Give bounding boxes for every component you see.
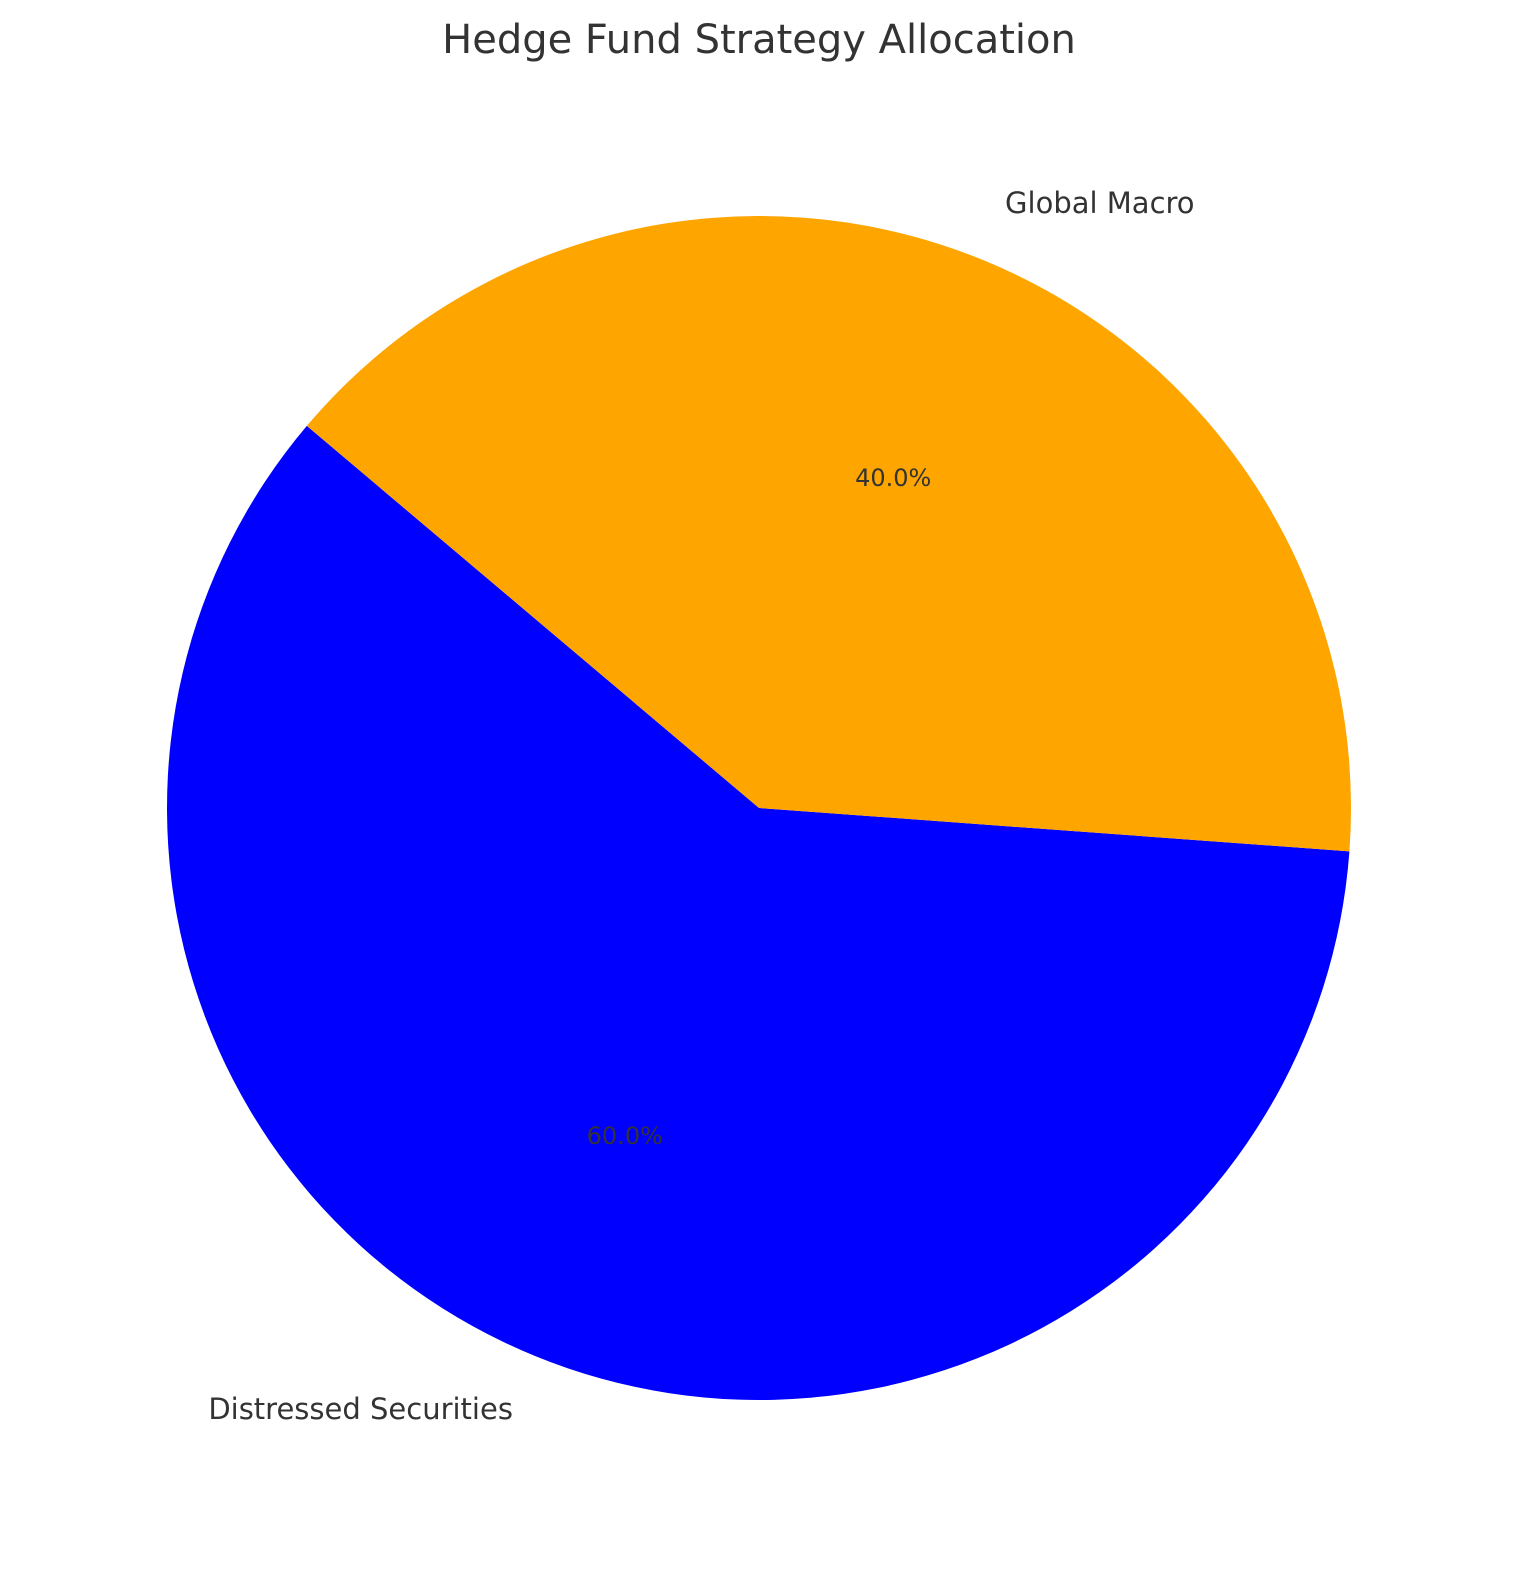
slice-percent-label: 60.0% [587,1122,663,1150]
pie-slice-distressed-securities [167,425,1350,1400]
chart-title: Hedge Fund Strategy Allocation [442,17,1076,63]
slice-label: Global Macro [1005,186,1195,220]
pie-slices [167,215,1351,1400]
pie-slice-global-macro [306,215,1351,852]
slice-percent-label: 40.0% [855,464,931,492]
slice-label: Distressed Securities [208,1392,513,1426]
pie-labels: Distressed Securities 60.0% Global Macro 40… [208,186,1194,1426]
